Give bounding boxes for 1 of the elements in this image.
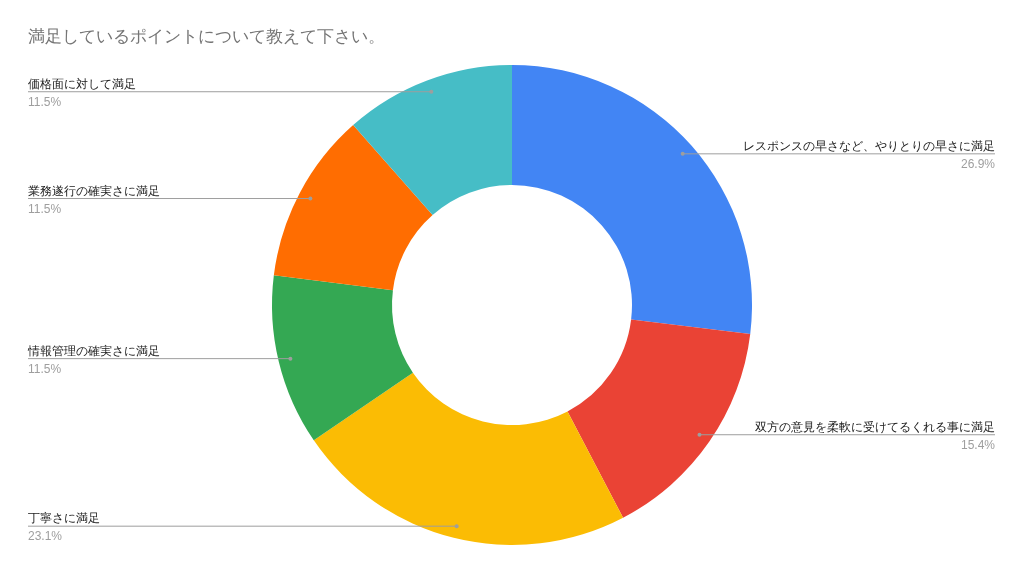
title: 満足しているポイントについて教えて下さい。	[28, 27, 385, 46]
